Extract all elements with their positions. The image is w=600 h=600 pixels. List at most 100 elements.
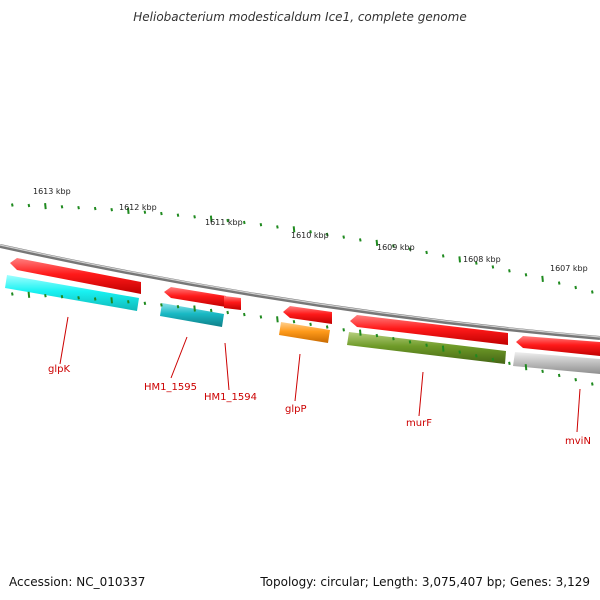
minor-tick xyxy=(441,254,445,258)
gene-glpP-orange[interactable] xyxy=(279,322,330,343)
major-tick xyxy=(127,207,130,214)
minor-tick xyxy=(359,238,362,242)
gene-glpK-cyan[interactable] xyxy=(5,275,139,311)
major-tick xyxy=(209,215,213,222)
leader-line-glpP xyxy=(294,353,301,402)
major-tick xyxy=(458,256,461,263)
minor-tick xyxy=(143,210,147,214)
minor-tick xyxy=(508,361,511,365)
major-tick xyxy=(27,291,31,298)
gene-hm1595-red[interactable] xyxy=(164,287,226,307)
minor-tick xyxy=(44,294,47,298)
minor-tick xyxy=(475,261,478,265)
minor-tick xyxy=(425,250,428,255)
minor-tick xyxy=(243,220,246,225)
gene-mviN-red[interactable] xyxy=(516,336,600,356)
minor-tick xyxy=(425,343,428,347)
minor-tick xyxy=(259,315,263,319)
minor-tick xyxy=(392,244,395,248)
scale-label-1610: 1610 kbp xyxy=(291,231,329,240)
scale-label-1612: 1612 kbp xyxy=(119,203,157,212)
minor-tick xyxy=(11,292,14,296)
minor-tick xyxy=(325,325,329,329)
minor-tick xyxy=(309,230,312,234)
minor-tick xyxy=(226,218,229,223)
scale-label-1609: 1609 kbp xyxy=(377,243,415,252)
major-tick xyxy=(359,329,362,336)
leader-line-hm1594 xyxy=(224,342,230,391)
minor-tick xyxy=(176,213,180,217)
minor-tick xyxy=(259,223,263,227)
minor-tick xyxy=(458,350,461,354)
gene-label-hm1594[interactable]: HM1_1594 xyxy=(204,392,257,403)
gene-label-hm1595[interactable]: HM1_1595 xyxy=(144,382,197,393)
minor-tick xyxy=(309,322,312,326)
genome-title: Heliobacterium modesticaldum Ice1, compl… xyxy=(133,10,467,24)
scale-label-1608: 1608 kbp xyxy=(463,255,501,264)
minor-tick xyxy=(475,354,478,358)
gene-murF-olive[interactable] xyxy=(347,332,506,364)
major-tick xyxy=(44,203,47,210)
minor-tick xyxy=(93,206,97,211)
minor-tick xyxy=(342,235,345,239)
minor-tick xyxy=(77,206,80,210)
minor-tick xyxy=(574,378,577,382)
major-tick xyxy=(524,364,528,371)
minor-tick xyxy=(193,215,196,219)
lower-scale-ticks xyxy=(11,291,594,386)
minor-tick xyxy=(392,337,395,341)
minor-tick xyxy=(491,357,495,362)
minor-tick xyxy=(591,382,594,386)
minor-tick xyxy=(27,203,31,208)
minor-tick xyxy=(408,247,412,251)
minor-tick xyxy=(524,273,528,277)
minor-tick xyxy=(491,265,495,269)
gene-label-mviN[interactable]: mviN xyxy=(565,436,591,447)
gene-label-glpK[interactable]: glpK xyxy=(48,364,70,375)
leader-line-murF xyxy=(418,371,424,417)
minor-tick xyxy=(292,320,296,324)
minor-tick xyxy=(325,232,329,237)
minor-tick xyxy=(591,290,594,294)
minor-tick xyxy=(11,203,14,207)
gene-mviN-gray[interactable] xyxy=(513,352,600,374)
gene-label-glpP[interactable]: glpP xyxy=(285,404,307,415)
minor-tick xyxy=(127,300,130,304)
minor-tick xyxy=(60,205,64,209)
minor-tick xyxy=(60,295,64,299)
genome-summary: Topology: circular; Length: 3,075,407 bp… xyxy=(260,575,590,589)
minor-tick xyxy=(176,305,180,309)
major-tick xyxy=(292,226,296,233)
minor-tick xyxy=(160,303,163,307)
minor-tick xyxy=(557,281,561,285)
major-tick xyxy=(193,305,196,312)
major-tick xyxy=(441,345,445,352)
accession-label: Accession: NC_010337 xyxy=(9,575,146,589)
minor-tick xyxy=(557,373,561,378)
scale-label-1607: 1607 kbp xyxy=(550,264,588,273)
minor-tick xyxy=(110,208,113,212)
gene-hm1594-red[interactable] xyxy=(224,296,241,310)
minor-tick xyxy=(276,225,279,229)
genome-backbone xyxy=(0,244,600,340)
minor-tick xyxy=(342,328,345,332)
scale-label-1611: 1611 kbp xyxy=(205,218,243,227)
gene-glpP-red[interactable] xyxy=(283,306,332,324)
minor-tick xyxy=(209,308,213,313)
gene-glpK-red[interactable] xyxy=(10,258,141,294)
minor-tick xyxy=(375,333,379,338)
gene-hm1595-teal[interactable] xyxy=(160,303,224,327)
minor-tick xyxy=(143,301,147,305)
leader-line-glpK xyxy=(59,316,69,365)
major-tick xyxy=(375,239,379,246)
gene-label-murF[interactable]: murF xyxy=(406,418,432,429)
major-tick xyxy=(276,316,279,323)
minor-tick xyxy=(408,340,412,344)
minor-tick xyxy=(160,211,163,216)
minor-tick xyxy=(226,310,229,315)
leader-line-hm1595 xyxy=(170,336,188,379)
gene-murF-red[interactable] xyxy=(350,315,508,345)
minor-tick xyxy=(93,297,97,301)
upper-scale-ticks xyxy=(11,203,594,294)
